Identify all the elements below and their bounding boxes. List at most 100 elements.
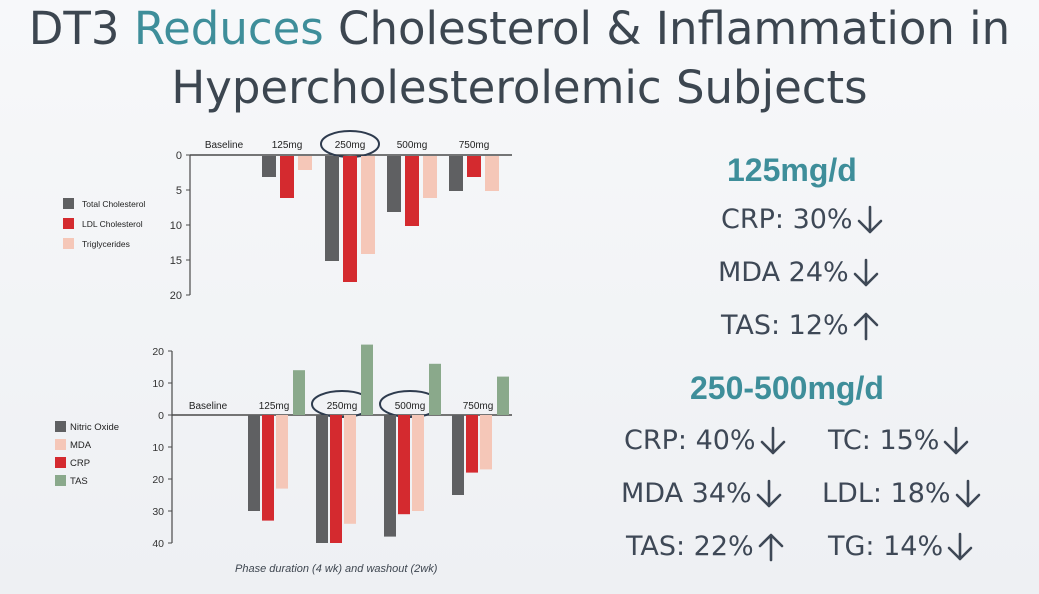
down-arrow-icon <box>857 205 882 233</box>
bar <box>485 156 499 191</box>
bar <box>405 156 419 226</box>
y-tick-label: 20 <box>152 474 164 486</box>
stat-item: CRP: 30% <box>721 204 883 235</box>
legend-swatch <box>63 238 74 249</box>
stat-label: TAS: 12% <box>721 310 849 341</box>
stat-label: LDL: 18% <box>822 478 951 509</box>
stat-label: CRP: 40% <box>624 425 756 456</box>
stat-item: TAS: 12% <box>721 310 879 341</box>
legend-swatch <box>63 198 74 209</box>
legend-swatch <box>55 421 66 432</box>
category-label: 125mg <box>272 140 303 151</box>
down-arrow-icon <box>947 532 973 560</box>
heading-250-500mg: 250-500mg/d <box>690 370 884 406</box>
category-label: 125mg <box>259 401 290 412</box>
stat-label: CRP: 30% <box>721 204 853 235</box>
y-tick-label: 10 <box>170 220 182 232</box>
title-accent: Reduces <box>133 2 324 55</box>
stat-item: CRP: 40% <box>624 425 786 456</box>
stat-label: TC: 15% <box>828 425 940 456</box>
category-label: Baseline <box>205 140 244 151</box>
bar <box>497 376 509 415</box>
stat-item: MDA 34% <box>621 478 782 509</box>
bar <box>276 415 288 489</box>
bar <box>429 363 441 415</box>
bar <box>361 344 373 415</box>
bar <box>262 415 274 521</box>
bar <box>398 415 410 515</box>
bar <box>293 370 305 415</box>
bar <box>423 156 437 198</box>
down-arrow-icon <box>756 479 781 507</box>
bar <box>452 415 464 495</box>
legend-swatch <box>55 457 66 468</box>
legend-label: Nitric Oxide <box>70 422 119 433</box>
category-label: 500mg <box>395 401 426 412</box>
chart-footnote: Phase duration (4 wk) and washout (2wk) <box>235 563 438 575</box>
legend-label: MDA <box>70 440 92 451</box>
y-tick-label: 0 <box>158 410 164 422</box>
stat-label: TAS: 22% <box>626 531 754 562</box>
category-label: 250mg <box>327 401 358 412</box>
cholesterol-chart: 0 5 10 15 20 Baseline 125mg 250mg 500mg 750mg Tota… <box>63 130 512 302</box>
bar <box>466 415 478 473</box>
up-arrow-icon <box>758 533 784 561</box>
inflammation-chart: 20 10 0 10 20 30 40 Baseline 125mg 250mg 500mg 750m… <box>55 344 512 550</box>
stat-label: MDA 34% <box>621 478 752 509</box>
legend-swatch <box>63 218 74 229</box>
y-tick-label: 0 <box>176 150 182 162</box>
bar <box>325 156 339 261</box>
stat-item: LDL: 18% <box>822 478 981 509</box>
bar <box>344 415 356 524</box>
legend-label: TAS <box>70 476 88 487</box>
up-arrow-icon <box>853 312 879 340</box>
legend-label: LDL Cholesterol <box>82 219 143 229</box>
legend-swatch <box>55 475 66 486</box>
stat-item: TAS: 22% <box>626 531 784 562</box>
category-label: 750mg <box>459 140 490 151</box>
down-arrow-icon <box>760 426 785 454</box>
slide-title-line1: DT3 Reduces Cholesterol & Inflammation i… <box>0 2 1039 56</box>
bar <box>449 156 463 191</box>
bar <box>384 415 396 537</box>
stat-label: TG: 14% <box>828 531 944 562</box>
bar <box>387 156 401 212</box>
stat-label: MDA 24% <box>718 257 849 288</box>
bar <box>480 415 492 470</box>
legend-label: CRP <box>70 458 90 469</box>
y-tick-label: 10 <box>152 378 164 390</box>
bar <box>412 415 424 511</box>
category-label: 750mg <box>463 401 494 412</box>
down-arrow-icon <box>944 426 969 454</box>
heading-125mg: 125mg/d <box>727 152 857 188</box>
y-tick-label: 15 <box>170 255 182 267</box>
bar <box>361 156 375 254</box>
bar <box>298 156 312 170</box>
bar <box>248 415 260 511</box>
bar <box>343 156 357 282</box>
y-tick-label: 20 <box>170 290 182 302</box>
stat-item: MDA 24% <box>718 257 879 288</box>
stat-item: TC: 15% <box>828 425 969 456</box>
bar <box>330 415 342 543</box>
y-tick-label: 40 <box>152 538 164 550</box>
category-label: 250mg <box>335 140 366 151</box>
category-label: Baseline <box>189 401 228 412</box>
category-label: 500mg <box>397 140 428 151</box>
title-prefix: DT3 <box>28 2 134 55</box>
bar <box>316 415 328 543</box>
slide-title-line2: Hypercholesterolemic Subjects <box>171 61 868 114</box>
stat-item: TG: 14% <box>828 531 973 562</box>
title-suffix: Cholesterol & Inflammation in <box>323 2 1011 55</box>
down-arrow-icon <box>955 479 980 507</box>
down-arrow-icon <box>853 258 878 286</box>
legend-label: Total Cholesterol <box>82 199 145 209</box>
y-tick-label: 5 <box>176 185 182 197</box>
y-tick-label: 30 <box>152 506 164 518</box>
legend-swatch <box>55 439 66 450</box>
y-tick-label: 20 <box>152 346 164 358</box>
bar <box>467 156 481 177</box>
bar <box>262 156 276 177</box>
legend-label: Triglycerides <box>82 239 130 249</box>
bar <box>280 156 294 198</box>
